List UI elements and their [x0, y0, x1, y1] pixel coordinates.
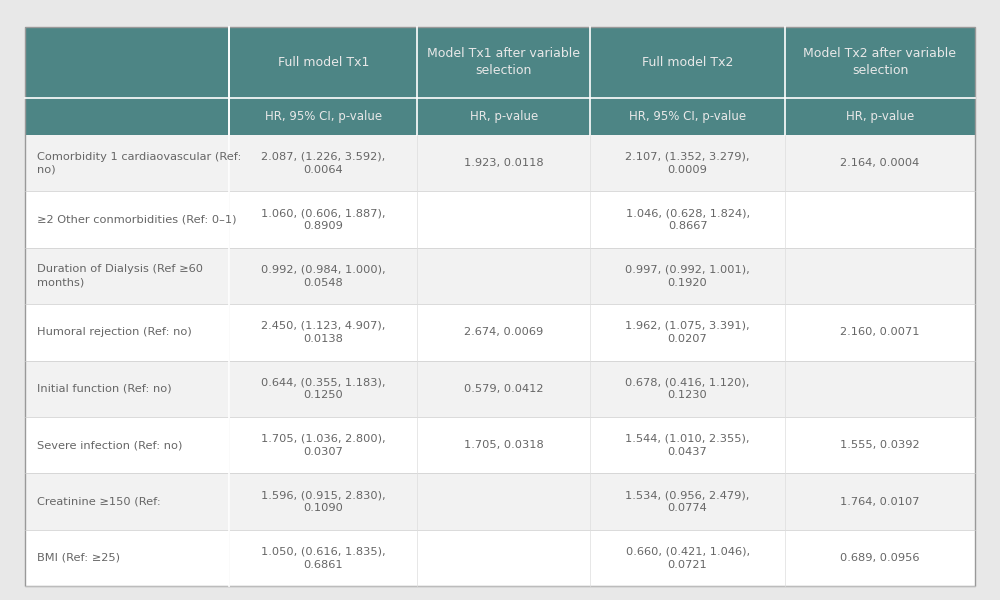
Text: 0.997, (0.992, 1.001),
0.1920: 0.997, (0.992, 1.001), 0.1920 [625, 265, 750, 287]
Text: Model Tx2 after variable
selection: Model Tx2 after variable selection [803, 47, 956, 77]
Bar [229, 135, 417, 191]
Bar [25, 304, 229, 361]
Bar [417, 248, 590, 304]
Bar [25, 248, 229, 304]
Bar [417, 361, 590, 417]
Text: HR, p-value: HR, p-value [470, 110, 538, 123]
Text: 2.674, 0.0069: 2.674, 0.0069 [464, 328, 543, 337]
Text: 0.660, (0.421, 1.046),
0.0721: 0.660, (0.421, 1.046), 0.0721 [626, 547, 750, 569]
Text: HR, 95% CI, p-value: HR, 95% CI, p-value [265, 110, 382, 123]
Text: 2.160, 0.0071: 2.160, 0.0071 [840, 328, 920, 337]
Bar [590, 361, 785, 417]
Bar [785, 361, 975, 417]
Bar [229, 98, 417, 135]
Bar [590, 98, 785, 135]
Text: 1.705, (1.036, 2.800),
0.0307: 1.705, (1.036, 2.800), 0.0307 [261, 434, 386, 457]
Text: 0.689, 0.0956: 0.689, 0.0956 [840, 553, 920, 563]
Text: BMI (Ref: ≥25): BMI (Ref: ≥25) [37, 553, 120, 563]
Bar [229, 417, 417, 473]
Text: ≥2 Other conmorbidities (Ref: 0–1): ≥2 Other conmorbidities (Ref: 0–1) [37, 215, 237, 224]
Bar [25, 98, 229, 135]
Bar [25, 473, 229, 530]
Text: 0.992, (0.984, 1.000),
0.0548: 0.992, (0.984, 1.000), 0.0548 [261, 265, 386, 287]
Text: 0.644, (0.355, 1.183),
0.1250: 0.644, (0.355, 1.183), 0.1250 [261, 377, 386, 400]
Text: 1.046, (0.628, 1.824),
0.8667: 1.046, (0.628, 1.824), 0.8667 [626, 208, 750, 231]
Bar [590, 530, 785, 586]
Text: 1.705, 0.0318: 1.705, 0.0318 [464, 440, 544, 450]
Bar [785, 191, 975, 248]
Text: 1.596, (0.915, 2.830),
0.1090: 1.596, (0.915, 2.830), 0.1090 [261, 490, 386, 513]
Text: Model Tx1 after variable
selection: Model Tx1 after variable selection [427, 47, 580, 77]
Text: 1.764, 0.0107: 1.764, 0.0107 [840, 497, 920, 506]
Bar [25, 191, 229, 248]
Bar [25, 135, 229, 191]
Text: Duration of Dialysis (Ref ≥60
months): Duration of Dialysis (Ref ≥60 months) [37, 265, 203, 287]
Bar [785, 27, 975, 98]
Text: 1.060, (0.606, 1.887),
0.8909: 1.060, (0.606, 1.887), 0.8909 [261, 208, 386, 231]
Text: Full model Tx2: Full model Tx2 [642, 56, 733, 69]
Text: HR, p-value: HR, p-value [846, 110, 914, 123]
Bar [785, 304, 975, 361]
Bar [417, 191, 590, 248]
Bar [590, 135, 785, 191]
Bar [590, 417, 785, 473]
Text: 1.962, (1.075, 3.391),
0.0207: 1.962, (1.075, 3.391), 0.0207 [625, 321, 750, 344]
Text: 2.087, (1.226, 3.592),
0.0064: 2.087, (1.226, 3.592), 0.0064 [261, 152, 385, 175]
Bar [25, 417, 229, 473]
Bar [785, 473, 975, 530]
Bar [590, 304, 785, 361]
Text: 2.107, (1.352, 3.279),
0.0009: 2.107, (1.352, 3.279), 0.0009 [625, 152, 750, 175]
Text: Full model Tx1: Full model Tx1 [278, 56, 369, 69]
Bar [417, 417, 590, 473]
Bar [417, 530, 590, 586]
Bar [25, 361, 229, 417]
Bar [229, 248, 417, 304]
Text: 1.923, 0.0118: 1.923, 0.0118 [464, 158, 544, 168]
Text: 1.544, (1.010, 2.355),
0.0437: 1.544, (1.010, 2.355), 0.0437 [625, 434, 750, 457]
Bar [229, 27, 417, 98]
Text: 0.678, (0.416, 1.120),
0.1230: 0.678, (0.416, 1.120), 0.1230 [625, 377, 750, 400]
Text: 2.164, 0.0004: 2.164, 0.0004 [840, 158, 920, 168]
Text: Initial function (Ref: no): Initial function (Ref: no) [37, 384, 172, 394]
Bar [417, 304, 590, 361]
Text: 1.555, 0.0392: 1.555, 0.0392 [840, 440, 920, 450]
Text: 0.579, 0.0412: 0.579, 0.0412 [464, 384, 544, 394]
Bar [229, 361, 417, 417]
Bar [229, 191, 417, 248]
Bar [25, 530, 229, 586]
Bar [590, 248, 785, 304]
Bar [417, 473, 590, 530]
Text: Humoral rejection (Ref: no): Humoral rejection (Ref: no) [37, 328, 192, 337]
Text: 1.050, (0.616, 1.835),
0.6861: 1.050, (0.616, 1.835), 0.6861 [261, 547, 386, 569]
Bar [590, 27, 785, 98]
Bar [417, 98, 590, 135]
Bar [590, 473, 785, 530]
Text: Severe infection (Ref: no): Severe infection (Ref: no) [37, 440, 182, 450]
Bar [25, 27, 229, 98]
Bar [417, 27, 590, 98]
Bar [785, 417, 975, 473]
Bar [417, 135, 590, 191]
Text: Creatinine ≥150 (Ref:: Creatinine ≥150 (Ref: [37, 497, 161, 506]
Bar [229, 304, 417, 361]
Bar [785, 530, 975, 586]
Text: 1.534, (0.956, 2.479),
0.0774: 1.534, (0.956, 2.479), 0.0774 [625, 490, 750, 513]
Text: Comorbidity 1 cardiaovascular (Ref:
no): Comorbidity 1 cardiaovascular (Ref: no) [37, 152, 241, 175]
Bar [590, 191, 785, 248]
Bar [229, 473, 417, 530]
Bar [785, 98, 975, 135]
Bar [785, 248, 975, 304]
Text: 2.450, (1.123, 4.907),
0.0138: 2.450, (1.123, 4.907), 0.0138 [261, 321, 385, 344]
Bar [785, 135, 975, 191]
Text: HR, 95% CI, p-value: HR, 95% CI, p-value [629, 110, 746, 123]
Bar [229, 530, 417, 586]
